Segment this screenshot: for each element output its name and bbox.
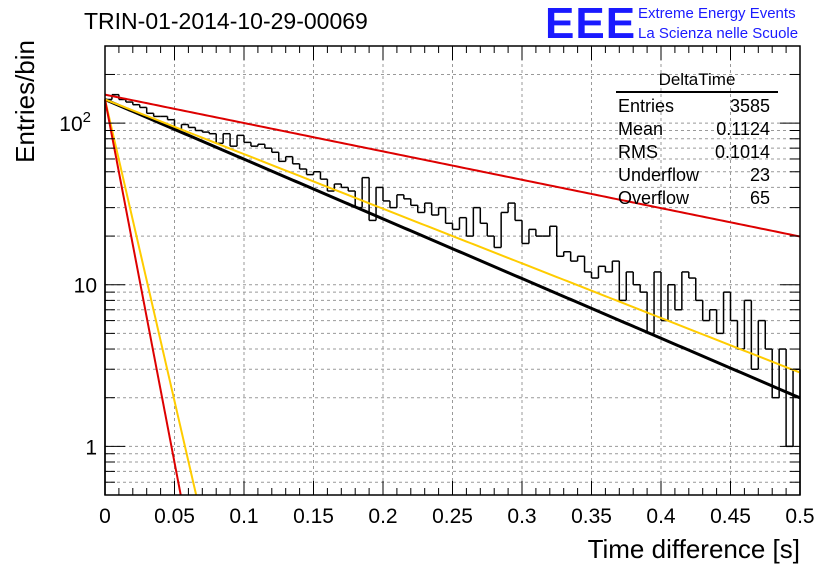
x-tick-label: 0.2 (368, 505, 397, 528)
stats-row-underflow: Underflow 23 (610, 164, 778, 187)
logo-line-2: La Scienza nelle Scuole (638, 25, 799, 42)
stats-label: Overflow (618, 188, 690, 208)
stats-row-rms: RMS 0.1014 (610, 141, 778, 164)
eee-logo: EEE (545, 0, 637, 48)
x-tick-labels: 0 0.05 0.1 0.15 0.2 0.25 0.3 0.35 0.4 0.45 0.5 (99, 505, 814, 528)
curve-0 (104, 98, 801, 400)
stats-label: RMS (618, 142, 658, 162)
stats-label: Mean (618, 119, 664, 139)
stats-box: DeltaTime Entries 3585 Mean 0.1124 RMS 0.1014… (610, 70, 778, 210)
curve-2 (104, 93, 801, 238)
axis-ticks (104, 45, 801, 496)
y-tick-label-exponent: 2 (83, 109, 91, 126)
stats-title: DeltaTime (616, 70, 778, 93)
x-tick-label: 0.25 (432, 505, 473, 528)
stats-label: Entries (618, 96, 675, 116)
y-tick-label: 1 (85, 436, 97, 459)
stats-rows: Entries 3585 Mean 0.1124 RMS 0.1014 Underflow 2… (610, 95, 778, 210)
curve-4 (104, 99, 182, 496)
stats-value: 0.1124 (716, 119, 770, 139)
x-axis-label: Time difference [s] (588, 534, 800, 564)
y-tick-label: 10 (74, 275, 97, 298)
stats-value: 3585 (729, 96, 770, 116)
y-tick-label: 102 (59, 109, 91, 136)
stats-value: 23 (749, 165, 770, 185)
x-tick-label: 0.4 (646, 505, 676, 528)
fit-curves (104, 93, 801, 496)
x-tick-label: 0.35 (571, 505, 612, 528)
logo-caption: Extreme Energy Events La Scienza nelle S… (638, 4, 798, 44)
x-tick-label: 0.05 (154, 505, 195, 528)
x-tick-label: 0.45 (710, 505, 751, 528)
chart-title: TRIN-01-2014-10-29-00069 (84, 8, 368, 34)
curve-3 (104, 99, 198, 496)
x-tick-label: 0.3 (507, 505, 536, 528)
stats-value: 65 (749, 188, 770, 208)
stats-row-overflow: Overflow 65 (610, 187, 778, 210)
curve-1 (104, 98, 801, 374)
histogram-bars (104, 93, 801, 495)
x-tick-label: 0.15 (293, 505, 334, 528)
stats-row-entries: Entries 3585 (610, 95, 778, 118)
x-tick-label: 0.5 (785, 505, 814, 528)
y-tick-label-base: 10 (59, 113, 82, 136)
x-tick-label: 0 (99, 505, 111, 528)
stats-label: Underflow (618, 165, 700, 185)
x-tick-label: 0.1 (229, 505, 258, 528)
stats-value: 0.1014 (714, 142, 770, 162)
logo-line-1: Extreme Energy Events (638, 5, 796, 22)
stats-row-mean: Mean 0.1124 (610, 118, 778, 141)
y-axis-label: Entries/bin (10, 40, 40, 163)
